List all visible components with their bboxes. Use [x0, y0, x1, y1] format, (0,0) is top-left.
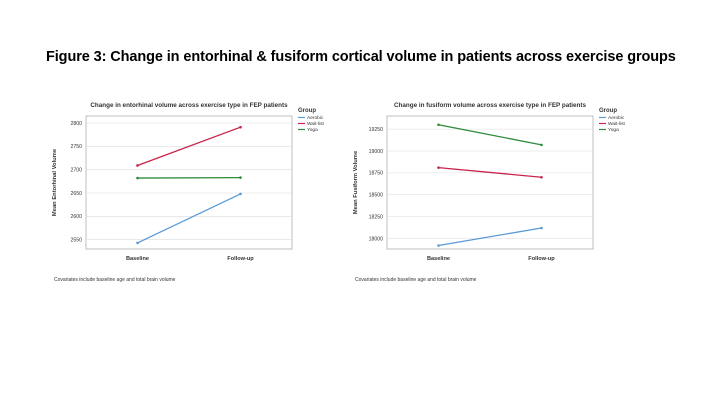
y-tick-label: 2650	[70, 191, 82, 197]
y-tick-label: 2800	[70, 121, 82, 127]
y-tick-label: 19000	[369, 149, 384, 155]
x-tick-label: Baseline	[427, 256, 450, 262]
chart-title: Change in entorhinal volume across exerc…	[90, 102, 288, 109]
legend-label-wait-list: Wait-list	[307, 121, 325, 127]
series-line-yoga	[438, 124, 542, 146]
entorhinal-chart: Change in entorhinal volume across exerc…	[44, 92, 384, 292]
x-tick-label: Follow-up	[227, 256, 254, 262]
slide-title: Figure 3: Change in entorhinal & fusifor…	[46, 49, 676, 65]
chart-title: Change in fusiform volume across exercis…	[394, 102, 586, 109]
y-tick-label: 19250	[369, 127, 384, 133]
data-point-yoga	[136, 176, 139, 180]
legend-title: Group	[599, 108, 617, 114]
fusiform-chart: Change in fusiform volume across exercis…	[345, 92, 685, 292]
data-point-aerobic	[540, 226, 543, 230]
legend-label-aerobic: Aerobic	[307, 115, 324, 121]
series-line-wait-list	[137, 126, 241, 167]
series-line-aerobic	[438, 227, 542, 247]
plot-frame	[386, 115, 594, 250]
y-tick-label: 2550	[70, 237, 82, 243]
legend-label-wait-list: Wait-list	[608, 121, 626, 127]
data-point-yoga	[540, 143, 543, 147]
x-tick-label: Baseline	[126, 256, 149, 262]
y-axis-label: Mean Fusiform Volume	[353, 150, 359, 214]
y-tick-label: 18500	[369, 193, 384, 199]
data-point-aerobic	[136, 241, 139, 245]
plot-frame	[85, 115, 293, 250]
legend-label-yoga: Yoga	[307, 127, 318, 133]
y-tick-label: 2700	[70, 167, 82, 173]
fusiform-chart-note: Covariates include baseline age and tota…	[355, 277, 477, 283]
data-point-wait-list	[136, 164, 139, 167]
y-tick-label: 18250	[369, 214, 384, 220]
data-point-wait-list	[437, 166, 440, 169]
data-point-wait-list	[239, 125, 242, 129]
entorhinal-chart-note: Covariates include baseline age and tota…	[54, 277, 176, 283]
data-point-aerobic	[437, 244, 440, 247]
series-line-wait-list	[438, 166, 542, 178]
y-axis-label: Mean Entorhinal Volume	[52, 148, 58, 216]
data-point-yoga	[437, 123, 440, 127]
entorhinal-chart-svg: Change in entorhinal volume across exerc…	[52, 102, 325, 262]
y-tick-label: 18000	[369, 236, 384, 242]
y-tick-label: 2750	[70, 144, 82, 150]
legend-title: Group	[298, 108, 316, 114]
legend-label-aerobic: Aerobic	[608, 115, 625, 121]
y-tick-label: 2600	[70, 214, 82, 220]
legend-label-yoga: Yoga	[608, 127, 619, 133]
data-point-aerobic	[239, 192, 242, 196]
x-tick-label: Follow-up	[528, 256, 555, 262]
series-line-aerobic	[137, 193, 241, 244]
y-tick-label: 18750	[369, 171, 384, 177]
fusiform-chart-svg: Change in fusiform volume across exercis…	[353, 102, 626, 262]
data-point-wait-list	[540, 175, 543, 179]
data-point-yoga	[239, 176, 242, 179]
